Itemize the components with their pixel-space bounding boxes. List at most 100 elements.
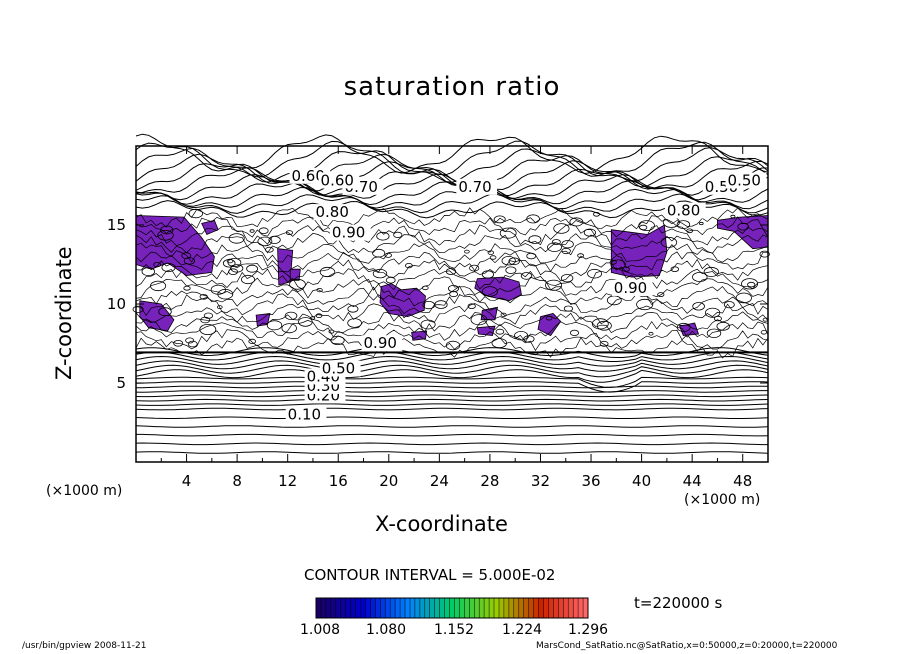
contour-cell: [599, 340, 609, 347]
contour-cell: [487, 250, 494, 255]
x-tick-label: 48: [733, 472, 752, 490]
contour-cell: [372, 248, 386, 258]
y-axis-ticks: 5 10 15: [107, 216, 768, 392]
contour-label-bg: [313, 204, 355, 221]
contour-cell: [187, 340, 198, 348]
x-tick-label: 40: [632, 472, 651, 490]
contour-cell: [560, 274, 574, 283]
contour-cell: [289, 278, 306, 290]
contour-cell: [393, 231, 403, 238]
colorbar-cell: [335, 598, 341, 618]
contour-cell: [217, 305, 223, 310]
contour-cell: [551, 239, 561, 246]
contour-cell: [553, 223, 570, 234]
contour-cell: [563, 305, 574, 312]
contour-cell: [384, 252, 392, 258]
shaded-region: [201, 219, 219, 236]
contour-cell: [157, 230, 174, 241]
contour-cell: [547, 242, 562, 253]
colorbar-cell: [385, 598, 391, 618]
shaded-region: [717, 215, 769, 250]
colorbar-cell: [424, 598, 430, 618]
x-tick-label: 24: [430, 472, 449, 490]
colorbar-tick-label: 1.296: [568, 622, 609, 638]
shaded-region: [476, 325, 496, 337]
colorbar-cell: [528, 598, 534, 618]
x-tick-label: 4: [182, 472, 192, 490]
contour-label: 0.90: [614, 279, 647, 297]
plot-frame: [135, 145, 769, 463]
contour-cell: [464, 249, 470, 254]
contour-cell: [183, 285, 191, 291]
contour-cell: [222, 259, 236, 268]
contour-cell: [158, 307, 172, 317]
contour-cell: [610, 259, 626, 270]
contour-cell: [257, 236, 273, 247]
x-tick-label: 8: [232, 472, 242, 490]
colorbar-cell: [380, 598, 386, 618]
colorbar-cell: [434, 598, 440, 618]
contour-cell: [596, 320, 612, 331]
contour-line: [135, 398, 769, 402]
contour-cell: [520, 272, 533, 280]
contour-cell: [493, 215, 506, 224]
colorbar-cell: [583, 598, 589, 618]
contour-cell: [704, 307, 721, 318]
colorbar-cell: [330, 598, 336, 618]
contour-cell: [328, 329, 335, 334]
x-tick-label: 28: [480, 472, 499, 490]
contour-cell: [609, 259, 617, 265]
contour-cell: [249, 229, 255, 233]
contour-cell: [228, 268, 239, 276]
footer-left: /usr/bin/gpview 2008-11-21: [22, 641, 147, 651]
contour-cell: [376, 231, 390, 241]
contour-cell: [240, 274, 255, 285]
contour-cell: [281, 323, 297, 334]
colorbar-cell: [365, 598, 371, 618]
contour-cell: [692, 302, 705, 311]
colorbar-cell: [573, 598, 579, 618]
contour-line: [135, 303, 769, 325]
contour-cell: [199, 293, 208, 300]
contour-cell: [481, 286, 498, 297]
colorbar-tick-label: 1.008: [300, 622, 341, 638]
contour-cell: [227, 257, 242, 267]
y-axis-label: Z-coordinate: [52, 246, 76, 380]
contour-line: [135, 407, 769, 411]
contour-cell: [636, 298, 654, 311]
contour-cell: [266, 320, 283, 331]
colorbar-cell: [449, 598, 455, 618]
contour-cell: [188, 208, 204, 219]
contour-line: [135, 347, 769, 358]
contour-cell: [523, 335, 535, 343]
colorbar-cell: [533, 598, 539, 618]
contour-cell: [285, 230, 293, 236]
contour-cell: [330, 335, 345, 345]
colorbar-cell: [568, 598, 574, 618]
contour-cell: [153, 261, 162, 268]
contour-cell: [526, 252, 537, 260]
contour-cell: [686, 228, 694, 234]
contour-lines: [132, 133, 770, 454]
contour-line: [135, 207, 769, 230]
contour-line: [135, 147, 769, 183]
contour-line: [135, 267, 769, 291]
contour-cell: [467, 303, 476, 310]
contour-cell: [420, 319, 436, 330]
contour-cell: [422, 300, 436, 310]
contour-cell: [759, 250, 770, 258]
contour-label: 0.60: [291, 167, 324, 185]
time-label: t=220000 s: [634, 594, 723, 612]
contour-label: 0.10: [288, 405, 321, 423]
contour-cell: [385, 276, 396, 284]
contour-line: [135, 329, 769, 352]
contour-cell: [495, 328, 505, 335]
contour-cell: [569, 329, 580, 336]
contour-cell: [716, 321, 730, 331]
y-tick-label: 5: [116, 374, 126, 392]
contour-cell: [185, 337, 195, 344]
contour-label-bg: [329, 224, 371, 241]
colorbar-cell: [518, 598, 524, 618]
contour-labels: 0.100.200.300.400.500.900.900.900.800.80…: [285, 167, 767, 423]
